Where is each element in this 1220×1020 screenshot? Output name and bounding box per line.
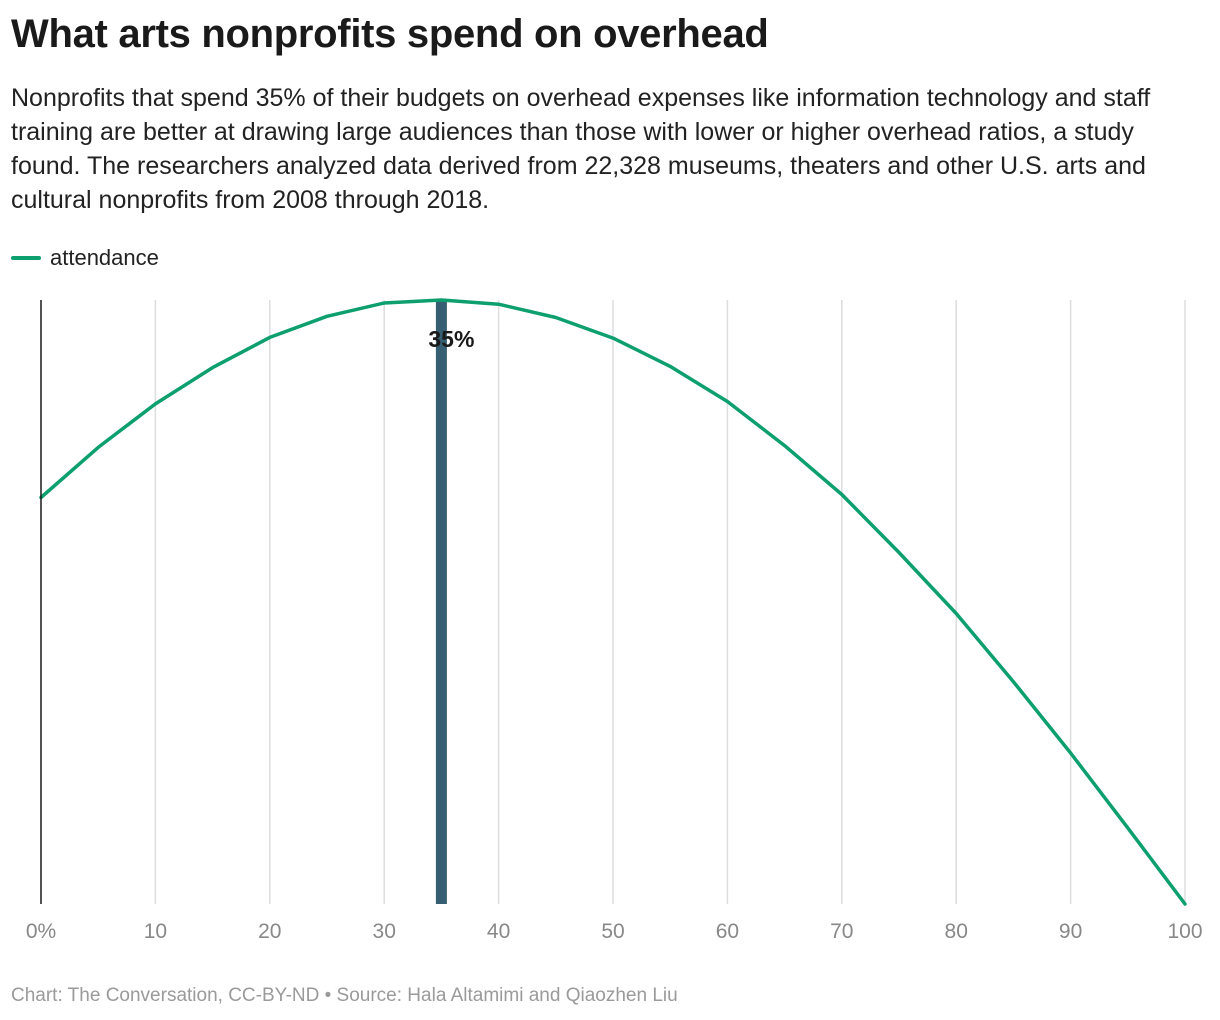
line-chart: 0% 10 20 30 40 50 60 70 80 90 100 35% [26, 298, 1203, 943]
series-line-attendance [39, 298, 1187, 906]
chart-title: What arts nonprofits spend on overhead [11, 12, 769, 56]
x-tick-label: 20 [258, 920, 281, 943]
x-tick-label: 70 [830, 920, 853, 943]
highlight-band-35 [435, 300, 447, 904]
legend-swatch-attendance [11, 256, 41, 260]
grid-lines [154, 300, 1186, 904]
x-tick-label: 10 [144, 920, 167, 943]
x-tick-label: 60 [716, 920, 739, 943]
highlight-band-layer [435, 300, 447, 904]
x-tick-label: 100 [1167, 920, 1202, 943]
x-tick-label: 80 [945, 920, 968, 943]
x-tick-label: 0% [26, 920, 56, 943]
legend: attendance [11, 244, 159, 272]
chart-subtitle: Nonprofits that spend 35% of their budge… [11, 84, 1151, 214]
chart-footer: Chart: The Conversation, CC-BY-ND • Sour… [11, 985, 678, 1006]
highlight-label-35: 35% [428, 326, 474, 352]
legend-label-attendance: attendance [50, 245, 159, 270]
x-tick-label: 30 [373, 920, 396, 943]
x-tick-label: 50 [601, 920, 624, 943]
x-tick-label: 90 [1059, 920, 1082, 943]
tick-labels: 0% 10 20 30 40 50 60 70 80 90 100 35% [26, 326, 1203, 943]
x-tick-label: 40 [487, 920, 510, 943]
series-layer [39, 298, 1187, 906]
